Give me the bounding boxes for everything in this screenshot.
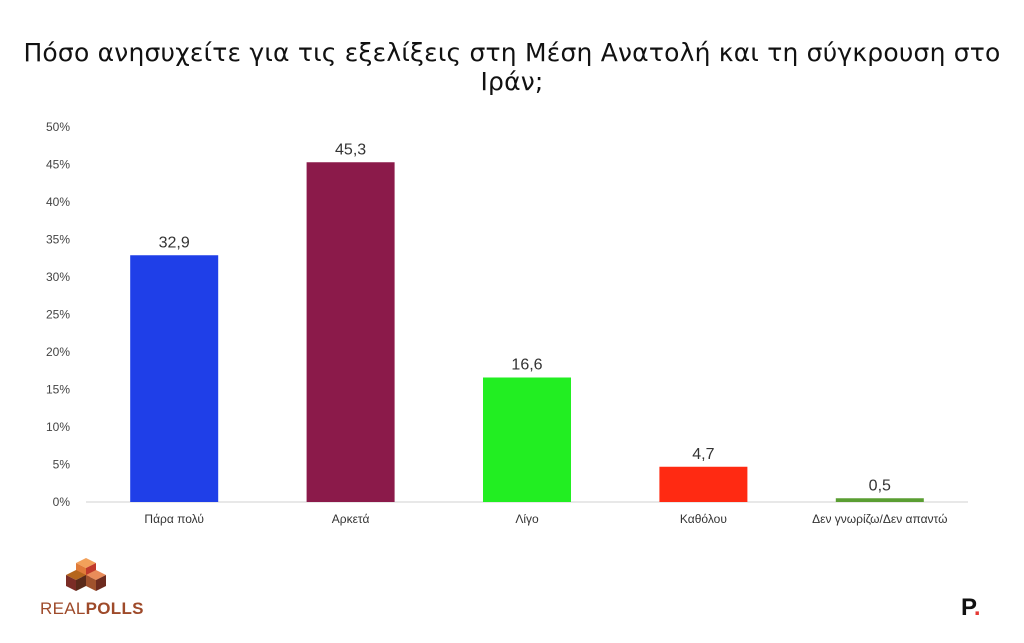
y-tick-label: 15% bbox=[46, 383, 70, 397]
y-tick-label: 40% bbox=[46, 195, 70, 209]
bar bbox=[835, 498, 924, 502]
bar bbox=[306, 162, 395, 502]
chart-title: Πόσο ανησυχείτε για τις εξελίξεις στη Μέ… bbox=[23, 38, 1001, 96]
bar bbox=[483, 377, 571, 502]
bar bbox=[659, 466, 748, 502]
y-tick-label: 25% bbox=[46, 308, 70, 322]
y-tick-label: 10% bbox=[46, 420, 70, 434]
realpolls-logo-icon bbox=[36, 557, 146, 623]
x-tick-label: Πάρα πολύ bbox=[144, 512, 204, 526]
y-tick-label: 30% bbox=[46, 270, 70, 284]
y-tick-label: 35% bbox=[46, 233, 70, 247]
y-tick-label: 0% bbox=[53, 495, 71, 509]
data-label: 45,3 bbox=[335, 141, 366, 158]
publisher-logo: P. bbox=[961, 594, 981, 621]
y-tick-label: 50% bbox=[46, 120, 70, 134]
y-tick-label: 5% bbox=[53, 458, 71, 472]
data-label: 4,7 bbox=[692, 446, 714, 463]
x-tick-label: Δεν γνωρίζω/Δεν απαντώ bbox=[812, 512, 947, 526]
bar bbox=[130, 255, 219, 502]
data-label: 32,9 bbox=[159, 234, 190, 251]
y-tick-label: 45% bbox=[46, 158, 70, 172]
x-tick-label: Λίγο bbox=[515, 512, 539, 526]
x-tick-label: Αρκετά bbox=[332, 512, 370, 526]
data-label: 16,6 bbox=[511, 357, 542, 374]
realpolls-logo-text: REALPOLLS bbox=[40, 599, 144, 618]
y-tick-label: 20% bbox=[46, 345, 70, 359]
data-label: 0,5 bbox=[869, 477, 891, 494]
x-tick-label: Καθόλου bbox=[680, 512, 727, 526]
